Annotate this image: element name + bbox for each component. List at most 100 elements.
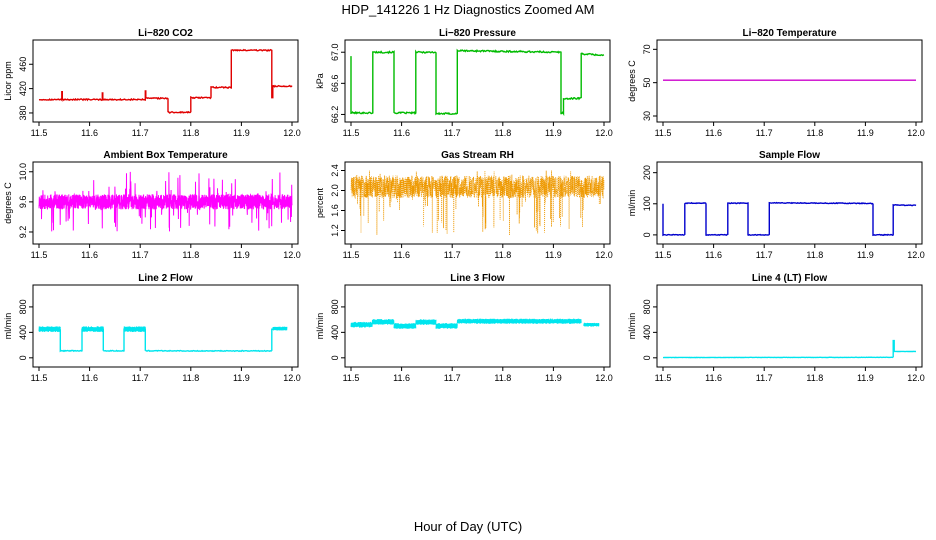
x-tick-label: 11.8 (494, 128, 511, 138)
series-noise (38, 171, 293, 232)
panel-title: Line 4 (LT) Flow (752, 273, 828, 284)
x-tick-label: 11.8 (494, 373, 511, 383)
y-axis-label: degrees C (627, 60, 637, 102)
y-tick-label: 380 (18, 105, 28, 120)
panel-9: Line 4 (LT) Flow 11.5 11.6 11.7 11.8 11.9 12.0… (627, 273, 925, 383)
y-axis-label: ml/min (627, 190, 637, 217)
panel-title: Li−820 Pressure (439, 28, 516, 39)
panel-4: Ambient Box Temperature 11.5 11.6 11.7 11.8 1… (3, 150, 301, 260)
series-band (81, 326, 104, 333)
y-tick-label: 0 (18, 355, 28, 360)
y-axis-label: kPa (315, 73, 325, 89)
x-tick-label: 11.7 (444, 373, 461, 383)
panel-1: Li−820 CO2 11.5 11.6 11.7 11.8 11.9 12.0 380 420… (3, 28, 301, 138)
series-band (435, 323, 458, 329)
plot-frame (656, 161, 923, 245)
y-tick-label: 0 (330, 355, 340, 360)
x-tick-label: 11.8 (182, 250, 199, 260)
y-tick-label: 66.2 (330, 106, 340, 124)
y-axis-label: ml/min (315, 313, 325, 340)
x-tick-label: 11.6 (81, 373, 98, 383)
x-tick-label: 11.6 (81, 128, 98, 138)
x-tick-label: 11.5 (343, 373, 360, 383)
plot-frame (32, 284, 299, 368)
x-tick-label: 11.5 (343, 128, 360, 138)
x-tick-label: 11.9 (545, 373, 562, 383)
series-band (123, 326, 146, 333)
x-tick-label: 11.8 (806, 373, 823, 383)
x-tick-label: 12.0 (595, 128, 613, 138)
y-tick-label: 70 (642, 44, 652, 54)
x-tick-label: 11.5 (655, 128, 672, 138)
panel-8: Line 3 Flow 11.5 11.6 11.7 11.8 11.9 12.0 0 400 8… (315, 273, 613, 383)
series-band (415, 319, 437, 326)
series-band (350, 321, 373, 328)
plot-frame (32, 39, 299, 123)
plot-frame (344, 161, 611, 245)
data-layer (350, 170, 605, 236)
series-band (38, 326, 61, 333)
plot-frame (344, 284, 611, 368)
panel-title: Line 3 Flow (450, 273, 505, 284)
data-layer (38, 48, 293, 114)
x-tick-label: 11.7 (756, 373, 773, 383)
y-tick-label: 9.6 (18, 196, 28, 209)
panel-title: Line 2 Flow (138, 273, 193, 284)
y-tick-label: 800 (330, 299, 340, 314)
y-tick-label: 400 (18, 325, 28, 340)
data-layer (350, 48, 605, 117)
plot-frame (32, 161, 299, 245)
x-tick-label: 12.0 (595, 373, 613, 383)
y-tick-label: 0 (642, 232, 652, 237)
series-line (59, 328, 273, 353)
plot-frame (656, 39, 923, 123)
x-tick-label: 11.9 (857, 373, 874, 383)
data-layer (38, 171, 293, 232)
panel-3: Li−820 Temperature 11.5 11.6 11.7 11.8 11.9 12… (627, 28, 925, 138)
x-tick-label: 11.5 (655, 250, 672, 260)
series-band (371, 318, 395, 325)
y-tick-label: 30 (642, 111, 652, 121)
data-layer (662, 201, 917, 237)
x-tick-label: 11.5 (31, 373, 48, 383)
y-tick-label: 200 (642, 165, 652, 180)
x-tick-label: 11.6 (81, 250, 98, 260)
x-tick-label: 11.7 (132, 128, 149, 138)
panel-7: Line 2 Flow 11.5 11.6 11.7 11.8 11.9 12.0 0 400 8… (3, 273, 301, 383)
y-tick-label: 10.0 (18, 163, 28, 181)
y-tick-label: 400 (330, 325, 340, 340)
y-tick-label: 460 (18, 57, 28, 72)
y-tick-label: 0 (642, 355, 652, 360)
panel-title: Gas Stream RH (441, 150, 514, 161)
x-tick-label: 12.0 (595, 250, 613, 260)
y-axis-label: percent (315, 187, 325, 218)
panel-title: Li−820 Temperature (742, 28, 836, 39)
y-tick-label: 67.0 (330, 43, 340, 61)
panel-6: Sample Flow 11.5 11.6 11.7 11.8 11.9 12.0 0 100 2… (627, 150, 925, 260)
panel-title: Sample Flow (759, 150, 820, 161)
series-band (583, 322, 600, 327)
plot-frame (344, 39, 611, 123)
x-tick-label: 11.6 (705, 250, 722, 260)
series-line (350, 48, 605, 117)
series-noise (350, 170, 605, 236)
x-tick-label: 11.5 (655, 373, 672, 383)
x-tick-label: 11.9 (233, 128, 250, 138)
x-tick-label: 11.7 (132, 373, 149, 383)
y-tick-label: 400 (642, 325, 652, 340)
x-tick-label: 11.7 (444, 250, 461, 260)
x-tick-label: 12.0 (283, 373, 301, 383)
panel-title: Li−820 CO2 (138, 28, 193, 39)
panel-5: Gas Stream RH 11.5 11.6 11.7 11.8 11.9 12.0 1.2… (315, 150, 613, 260)
y-tick-label: 1.2 (330, 224, 340, 237)
y-tick-label: 1.6 (330, 204, 340, 217)
data-layer (663, 339, 917, 359)
y-tick-label: 66.6 (330, 75, 340, 93)
x-tick-label: 11.9 (545, 250, 562, 260)
x-tick-label: 11.6 (393, 250, 410, 260)
x-tick-label: 11.9 (857, 250, 874, 260)
panel-grid: Li−820 CO2 11.5 11.6 11.7 11.8 11.9 12.0 380 420… (3, 28, 925, 383)
series-line (38, 48, 293, 114)
x-tick-label: 12.0 (907, 250, 925, 260)
